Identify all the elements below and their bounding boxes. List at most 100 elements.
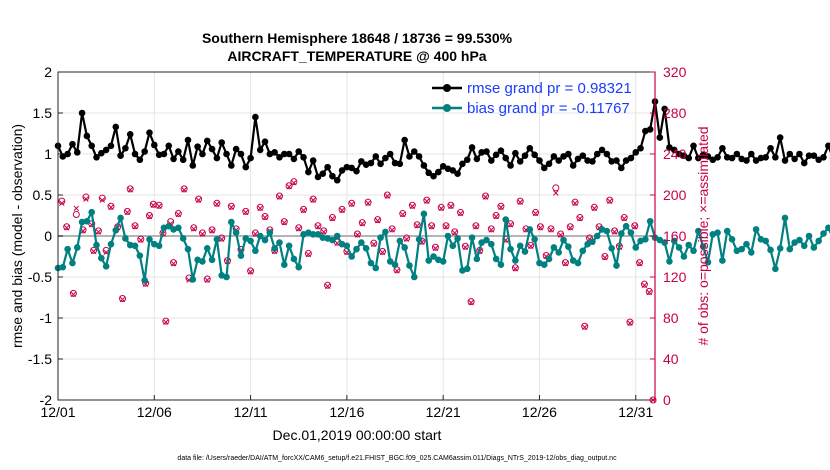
obs-assimilated-stroke bbox=[83, 196, 89, 202]
rmse-point bbox=[232, 145, 240, 153]
rmse-point bbox=[228, 162, 235, 169]
bias-point bbox=[531, 235, 538, 243]
obs-possible-marker bbox=[408, 201, 416, 209]
obs-possible-marker bbox=[576, 214, 584, 222]
obs-possible-marker bbox=[251, 229, 259, 237]
y-right-tick-label: 200 bbox=[663, 187, 687, 203]
obs-assimilated-stroke bbox=[403, 236, 410, 242]
obs-possible-marker bbox=[145, 212, 153, 219]
bias-point bbox=[468, 234, 476, 241]
obs-assimilated-marker bbox=[243, 209, 249, 216]
rmse-point bbox=[367, 159, 375, 167]
obs-possible-marker bbox=[242, 207, 250, 215]
y-left-tick-label: 0.5 bbox=[33, 187, 53, 203]
obs-assimilated-stroke bbox=[90, 248, 97, 255]
obs-assimilated-marker bbox=[83, 196, 89, 202]
obs-assimilated-stroke bbox=[457, 210, 464, 217]
bias-point bbox=[290, 255, 298, 263]
y-left-tick-label: 0 bbox=[44, 228, 52, 244]
obs-assimilated-stroke bbox=[138, 237, 144, 243]
bias-point bbox=[223, 273, 230, 281]
obs-assimilated-stroke bbox=[214, 201, 220, 207]
rmse-point bbox=[569, 162, 577, 169]
bias-point bbox=[203, 245, 211, 252]
obs-assimilated-stroke bbox=[310, 197, 316, 203]
obs-assimilated-marker bbox=[163, 319, 169, 325]
bias-point bbox=[747, 249, 755, 256]
rmse-point bbox=[122, 144, 129, 152]
obs-possible-marker bbox=[338, 205, 346, 213]
rmse-point bbox=[776, 134, 784, 141]
rmse-point bbox=[545, 160, 553, 168]
obs-assimilated-marker bbox=[276, 194, 283, 200]
bias-point bbox=[165, 222, 173, 230]
bias-point bbox=[228, 218, 235, 226]
bias-point bbox=[492, 255, 500, 263]
rmse-point bbox=[69, 140, 76, 148]
bias-point bbox=[762, 237, 770, 245]
bias-point bbox=[483, 236, 490, 244]
obs-assimilated-marker bbox=[457, 210, 464, 217]
obs-assimilated-marker bbox=[632, 224, 638, 230]
bias-point bbox=[617, 230, 625, 237]
obs-assimilated-stroke bbox=[195, 197, 202, 203]
obs-possible-marker bbox=[285, 182, 293, 190]
rmse-point bbox=[276, 153, 283, 161]
bias-point bbox=[189, 276, 197, 283]
obs-assimilated-stroke bbox=[488, 227, 495, 233]
rmse-point bbox=[425, 169, 433, 177]
rmse-point bbox=[791, 155, 798, 163]
obs-assimilated-marker bbox=[473, 224, 479, 230]
obs-assimilated-stroke bbox=[532, 210, 539, 217]
rmse-point bbox=[459, 160, 466, 168]
rmse-line bbox=[56, 100, 830, 182]
rmse-point bbox=[526, 144, 534, 152]
obs-possible-marker bbox=[601, 253, 609, 260]
obs-assimilated-stroke bbox=[124, 209, 131, 216]
bias-point bbox=[396, 237, 404, 245]
bias-point bbox=[781, 214, 789, 222]
obs-possible-marker bbox=[58, 197, 66, 205]
rmse-point bbox=[473, 155, 481, 163]
obs-possible-marker bbox=[256, 203, 264, 211]
bias-point bbox=[213, 235, 221, 243]
obs-assimilated-stroke bbox=[451, 230, 458, 236]
bias-point bbox=[743, 240, 750, 248]
obs-possible-marker bbox=[324, 281, 332, 289]
bias-point bbox=[473, 255, 481, 263]
obs-assimilated-stroke bbox=[108, 204, 114, 211]
bias-point bbox=[670, 237, 678, 245]
obs-possible-marker bbox=[320, 227, 328, 235]
obs-assimilated-stroke bbox=[321, 229, 327, 235]
obs-assimilated-stroke bbox=[146, 213, 153, 220]
obs-possible-marker bbox=[581, 322, 589, 330]
obs-assimilated-stroke bbox=[512, 266, 519, 272]
obs-assimilated-marker bbox=[175, 211, 182, 218]
obs-assimilated-stroke bbox=[252, 231, 259, 237]
obs-assimilated-stroke bbox=[374, 217, 381, 224]
bias-point bbox=[714, 229, 721, 237]
obs-assimilated-marker bbox=[90, 248, 97, 255]
rmse-point bbox=[300, 153, 307, 161]
rmse-point bbox=[112, 123, 120, 131]
obs-assimilated-stroke bbox=[632, 224, 638, 230]
rmse-point bbox=[516, 158, 524, 165]
bias-point bbox=[488, 240, 495, 248]
obs-assimilated-stroke bbox=[315, 224, 321, 230]
obs-possible-marker bbox=[309, 195, 317, 203]
rmse-point bbox=[203, 137, 211, 145]
obs-possible-marker bbox=[261, 213, 269, 221]
rmse-point bbox=[261, 138, 269, 145]
bias-point bbox=[271, 245, 278, 252]
obs-possible-marker bbox=[123, 207, 131, 215]
obs-assimilated-marker bbox=[424, 198, 430, 204]
obs-possible-marker bbox=[295, 224, 303, 232]
obs-assimilated-stroke bbox=[73, 205, 80, 212]
rmse-point bbox=[88, 142, 96, 150]
bias-point bbox=[752, 226, 760, 233]
obs-assimilated-stroke bbox=[493, 213, 499, 220]
obs-assimilated-stroke bbox=[359, 220, 366, 227]
obs-assimilated-marker bbox=[557, 232, 564, 238]
bias-point bbox=[805, 232, 813, 240]
obs-assimilated-stroke bbox=[348, 201, 355, 207]
